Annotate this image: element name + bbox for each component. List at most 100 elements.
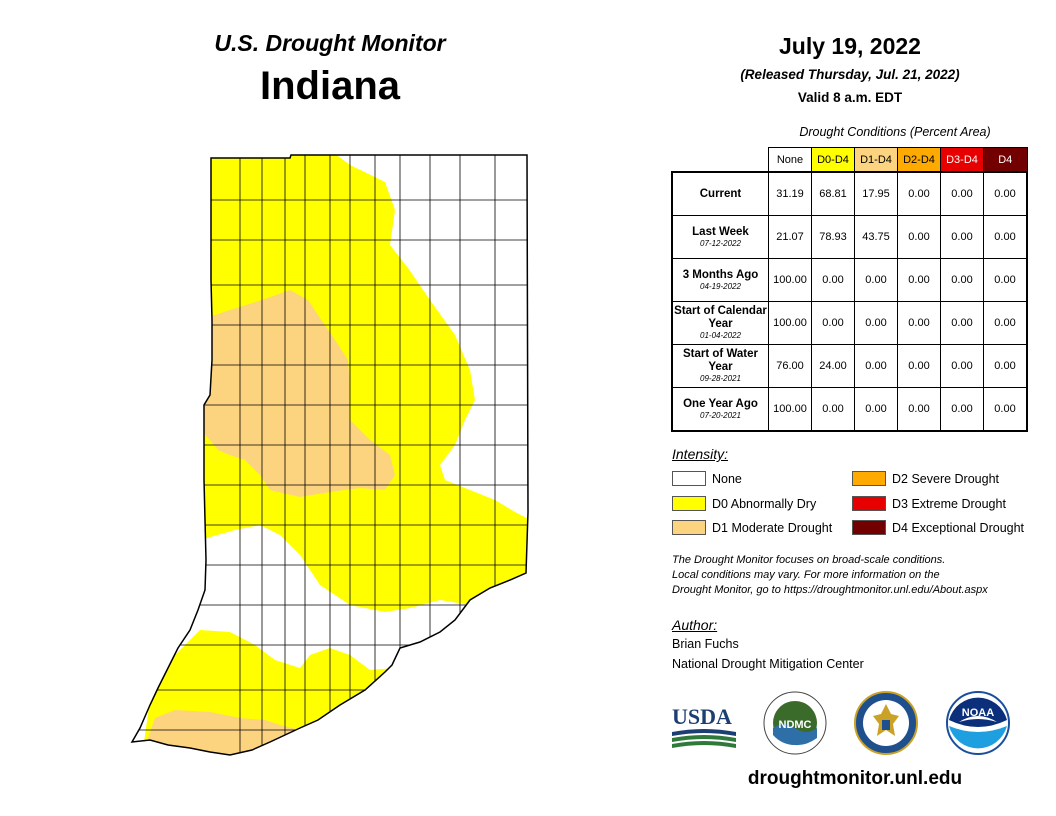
row-label: One Year Ago bbox=[683, 397, 758, 410]
legend-item-none: None bbox=[672, 471, 742, 486]
legend-label: D0 Abnormally Dry bbox=[712, 496, 817, 511]
indiana-drought-map bbox=[131, 154, 529, 756]
legend-swatch bbox=[672, 496, 706, 511]
table-cell: 76.00 bbox=[768, 344, 812, 388]
col-header-none: None bbox=[768, 147, 812, 173]
table-cell: 68.81 bbox=[811, 171, 855, 216]
table-cell: 0.00 bbox=[854, 301, 898, 345]
legend-swatch bbox=[852, 496, 886, 511]
table-cell: 0.00 bbox=[940, 258, 984, 302]
row-label: Start of Water Year bbox=[683, 348, 758, 373]
col-header-d2-d4: D2-D4 bbox=[897, 147, 941, 173]
table-row: Current 31.19 68.81 17.95 0.00 0.00 0.00 bbox=[671, 171, 1028, 216]
legend-label: D4 Exceptional Drought bbox=[892, 520, 1025, 535]
table-cell: 0.00 bbox=[854, 258, 898, 302]
col-header-d3-d4: D3-D4 bbox=[940, 147, 984, 173]
table-cell: 0.00 bbox=[811, 387, 855, 432]
legend-item-d2: D2 Severe Drought bbox=[852, 471, 999, 486]
author-name: Brian Fuchs bbox=[672, 637, 739, 651]
col-header-d1-d4: D1-D4 bbox=[854, 147, 898, 173]
noaa-logo: NOAA bbox=[946, 691, 1010, 755]
table-cell: 0.00 bbox=[983, 258, 1028, 302]
legend-label: D2 Severe Drought bbox=[892, 471, 1000, 486]
legend-item-d1: D1 Moderate Drought bbox=[672, 520, 832, 535]
table-cell: 21.07 bbox=[768, 215, 812, 259]
legend-swatch bbox=[672, 520, 706, 535]
table-cell: 0.00 bbox=[983, 171, 1028, 216]
table-cell: 0.00 bbox=[897, 171, 941, 216]
row-header: Start of Calendar Year 01-04-2022 bbox=[671, 301, 769, 345]
row-header: Start of Water Year 09-28-2021 bbox=[671, 344, 769, 388]
state-name: Indiana bbox=[259, 64, 401, 108]
row-label: Current bbox=[699, 187, 742, 200]
drought-conditions-table: None D0-D4 D1-D4 D2-D4 D3-D4 D4 Current 3… bbox=[671, 147, 1028, 432]
table-cell: 100.00 bbox=[768, 387, 812, 432]
table-cell: 0.00 bbox=[983, 301, 1028, 345]
table-cell: 100.00 bbox=[768, 301, 812, 345]
table-cell: 0.00 bbox=[983, 344, 1028, 388]
table-cell: 0.00 bbox=[811, 301, 855, 345]
row-label: Last Week bbox=[692, 225, 749, 238]
row-header: 3 Months Ago 04-19-2022 bbox=[671, 258, 769, 302]
legend-swatch bbox=[852, 471, 886, 486]
legend-label: D1 Moderate Drought bbox=[712, 520, 833, 535]
row-header: Last Week 07-12-2022 bbox=[671, 215, 769, 259]
row-header: One Year Ago 07-20-2021 bbox=[671, 387, 769, 432]
table-corner bbox=[672, 147, 769, 172]
row-label: 3 Months Ago bbox=[682, 268, 759, 281]
table-cell: 0.00 bbox=[897, 344, 941, 388]
map-title: U.S. Drought Monitor bbox=[214, 30, 446, 56]
table-cell: 78.93 bbox=[811, 215, 855, 259]
release-date: (Released Thursday, Jul. 21, 2022) bbox=[740, 67, 960, 82]
table-cell: 100.00 bbox=[768, 258, 812, 302]
legend-item-d3: D3 Extreme Drought bbox=[852, 496, 1006, 511]
table-row: One Year Ago 07-20-2021 100.00 0.00 0.00 0.00… bbox=[671, 387, 1028, 432]
table-cell: 24.00 bbox=[811, 344, 855, 388]
row-date: 09-28-2021 bbox=[700, 374, 741, 383]
usda-logo: USDA bbox=[672, 704, 736, 748]
note-line: Local conditions may vary. For more info… bbox=[672, 569, 940, 581]
table-cell: 0.00 bbox=[854, 387, 898, 432]
table-cell: 0.00 bbox=[897, 215, 941, 259]
col-header-d4: D4 bbox=[983, 147, 1028, 173]
row-label: Start of Calendar Year bbox=[674, 305, 767, 330]
table-row: Last Week 07-12-2022 21.07 78.93 43.75 0.00 0.… bbox=[671, 215, 1028, 259]
map-date: July 19, 2022 bbox=[779, 33, 921, 59]
drought-monitor-note: The Drought Monitor focuses on broad-sca… bbox=[672, 553, 1052, 598]
legend-label: D3 Extreme Drought bbox=[892, 496, 1006, 511]
noaa-logo-text: NOAA bbox=[962, 707, 994, 719]
table-cell: 0.00 bbox=[940, 344, 984, 388]
table-cell: 17.95 bbox=[854, 171, 898, 216]
legend-swatch bbox=[672, 471, 706, 486]
table-cell: 0.00 bbox=[940, 171, 984, 216]
table-row: Start of Water Year 09-28-2021 76.00 24.00 0… bbox=[671, 344, 1028, 388]
table-cell: 31.19 bbox=[768, 171, 812, 216]
legend-item-d4: D4 Exceptional Drought bbox=[852, 520, 1024, 535]
commerce-seal-logo bbox=[854, 691, 918, 755]
legend-label: None bbox=[712, 471, 742, 486]
table-cell: 0.00 bbox=[940, 387, 984, 432]
table-row: Start of Calendar Year 01-04-2022 100.00 0.… bbox=[671, 301, 1028, 345]
author-title: Author: bbox=[672, 617, 718, 633]
row-date: 07-20-2021 bbox=[700, 410, 741, 420]
website-link[interactable]: droughtmonitor.unl.edu bbox=[747, 768, 963, 789]
table-caption: Drought Conditions (Percent Area) bbox=[799, 125, 991, 139]
legend-item-d0: D0 Abnormally Dry bbox=[672, 496, 816, 511]
table-cell: 0.00 bbox=[811, 258, 855, 302]
table-cell: 0.00 bbox=[983, 215, 1028, 259]
table-cell: 0.00 bbox=[897, 258, 941, 302]
col-header-d0-d4: D0-D4 bbox=[811, 147, 855, 173]
table-row: 3 Months Ago 04-19-2022 100.00 0.00 0.00 0.00… bbox=[671, 258, 1028, 302]
table-cell: 0.00 bbox=[897, 301, 941, 345]
intensity-title: Intensity: bbox=[672, 446, 729, 462]
row-date: 01-04-2022 bbox=[700, 331, 741, 340]
row-header: Current bbox=[671, 171, 769, 216]
table-cell: 0.00 bbox=[940, 301, 984, 345]
note-line: Drought Monitor, go to https://droughtmo… bbox=[672, 584, 988, 596]
row-date: 07-12-2022 bbox=[700, 238, 741, 248]
table-cell: 0.00 bbox=[897, 387, 941, 432]
ndmc-logo: NDMC bbox=[763, 691, 827, 755]
table-cell: 0.00 bbox=[983, 387, 1028, 432]
table-cell: 0.00 bbox=[940, 215, 984, 259]
usda-logo-text: USDA bbox=[672, 704, 732, 729]
